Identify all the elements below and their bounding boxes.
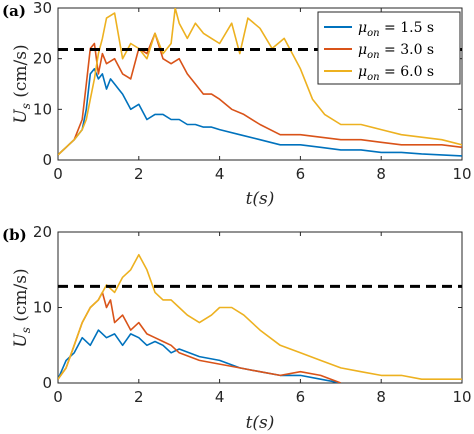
x-axis-label: t(s) (246, 189, 275, 209)
panel-label: (a) (2, 2, 26, 20)
y-axis-label: Us (cm/s) (11, 44, 33, 123)
x-tick-label: 0 (53, 165, 63, 183)
series-line (58, 8, 462, 156)
panel-label: (b) (2, 226, 27, 244)
series-line (58, 291, 342, 383)
legend-label: μon = 6.0 s (358, 64, 434, 83)
x-tick-label: 2 (134, 165, 144, 183)
panel-b: 0 2 4 6 8 10 0 10 20 (b) Us (cm/s) t(s) (2, 223, 472, 433)
y-tick-label: 30 (33, 0, 52, 17)
y-tick-label: 20 (33, 50, 52, 68)
series-line (58, 253, 462, 381)
x-tick-label: 10 (452, 165, 471, 183)
x-tick-label: 2 (134, 388, 144, 406)
axes-frame (57, 7, 463, 161)
x-tick-label: 4 (215, 165, 225, 183)
y-tick-label: 10 (33, 299, 52, 317)
x-tick-label: 6 (296, 388, 306, 406)
legend-label: μon = 1.5 s (358, 20, 434, 39)
x-tick-label: 6 (296, 165, 306, 183)
series-line (58, 329, 341, 383)
legend-label: μon = 3.0 s (358, 42, 434, 61)
series-line (58, 32, 462, 156)
legend: μon = 1.5 s μon = 3.0 s μon = 6.0 s (317, 11, 461, 85)
y-tick-label: 0 (42, 151, 52, 169)
panel-a: 0 2 4 6 8 10 0 10 20 30 (a) Us (cm/s) t(s) μon = 1.5 … (2, 0, 472, 209)
x-axis-label: t(s) (246, 413, 275, 433)
x-tick-label: 8 (376, 388, 386, 406)
x-tick-label: 0 (53, 388, 63, 406)
x-tick-label: 8 (376, 165, 386, 183)
y-tick-label: 20 (33, 223, 52, 241)
y-tick-label: 10 (33, 100, 52, 118)
x-tick-label: 4 (215, 388, 225, 406)
y-tick-label: 0 (42, 374, 52, 392)
x-tick-label: 10 (452, 388, 471, 406)
y-axis-label: Us (cm/s) (11, 268, 33, 347)
axes-frame (57, 231, 463, 384)
